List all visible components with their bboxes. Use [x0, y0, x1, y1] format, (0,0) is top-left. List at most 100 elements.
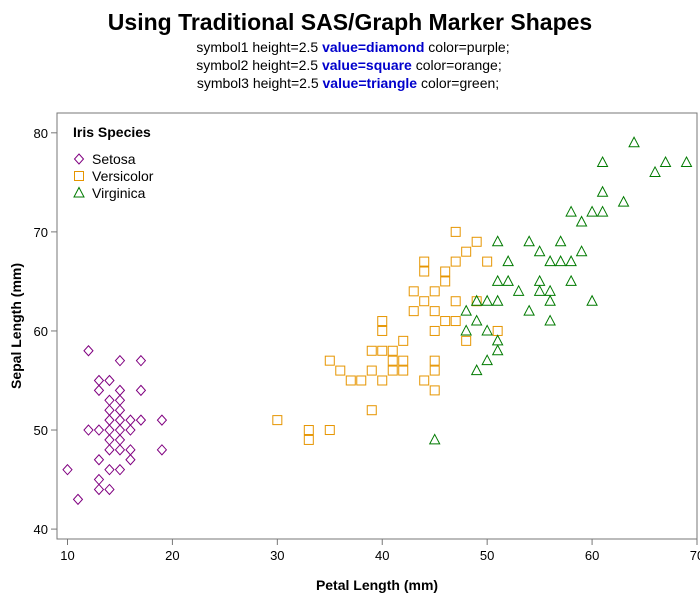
versicolor-point [450, 296, 461, 307]
virginica-point [491, 294, 504, 306]
virginica-point [575, 215, 588, 227]
virginica-point [565, 205, 577, 217]
versicolor-point [471, 236, 482, 247]
virginica-point [659, 155, 672, 168]
setosa-point [114, 404, 126, 416]
virginica-point [512, 284, 525, 296]
legend-label-setosa: Setosa [92, 151, 136, 167]
setosa-point [104, 394, 115, 407]
versicolor-point [366, 345, 377, 356]
versicolor-point [324, 425, 335, 436]
setosa-point [114, 463, 126, 476]
versicolor-point [419, 296, 430, 307]
versicolor-point [408, 286, 419, 297]
setosa-point [125, 453, 136, 466]
setosa-point [125, 414, 136, 426]
virginica-point [481, 354, 493, 366]
virginica-point [491, 274, 504, 286]
x-tick-label: 50 [480, 548, 494, 563]
setosa-point [104, 374, 115, 387]
virginica-point [460, 304, 473, 316]
versicolor-point [335, 365, 346, 376]
setosa-point [104, 434, 115, 446]
virginica-point [481, 324, 493, 336]
setosa-point [114, 424, 126, 436]
versicolor-point [461, 246, 472, 257]
setosa-point [93, 473, 105, 486]
versicolor-point [303, 434, 314, 445]
versicolor-point [377, 375, 388, 386]
virginica-point [565, 274, 577, 286]
setosa-point [135, 384, 147, 397]
setosa-point [72, 493, 84, 506]
versicolor-point [429, 306, 440, 317]
versicolor-point [492, 325, 503, 336]
x-tick-label: 30 [270, 548, 284, 563]
setosa-point [104, 463, 115, 476]
setosa-point [156, 414, 168, 426]
data-markers [62, 136, 693, 506]
versicolor-point [440, 276, 451, 287]
setosa-point [135, 354, 147, 367]
virginica-point [544, 314, 556, 326]
virginica-point [554, 255, 567, 267]
symbol-line-1: symbol1 height=2.5 value=diamond color=p… [196, 39, 509, 55]
symbol-line-3: symbol3 height=2.5 value=triangle color=… [197, 75, 499, 91]
virginica-point [470, 294, 483, 306]
setosa-point [114, 384, 126, 397]
setosa-point [93, 384, 105, 397]
versicolor-point [440, 266, 451, 277]
virginica-point [481, 294, 493, 306]
versicolor-point [366, 405, 377, 416]
versicolor-point [377, 345, 388, 356]
versicolor-point [377, 325, 388, 336]
virginica-point [649, 165, 661, 177]
versicolor-point [429, 325, 440, 336]
versicolor-point [324, 355, 335, 366]
setosa-point [83, 424, 94, 436]
legend-title: Iris Species [73, 124, 151, 140]
virginica-point [565, 255, 577, 267]
setosa-point [114, 444, 126, 456]
virginica-point [502, 274, 514, 286]
legend-label-versicolor: Versicolor [92, 168, 154, 184]
virginica-point [523, 235, 535, 247]
versicolor-point [408, 306, 419, 317]
virginica-point [491, 334, 504, 346]
setosa-point [156, 444, 168, 456]
x-tick-label: 20 [165, 548, 179, 563]
setosa-point [104, 414, 115, 426]
legend-label-virginica: Virginica [92, 185, 146, 201]
versicolor-point [482, 256, 493, 267]
virginica-point [428, 433, 441, 445]
setosa-point [114, 414, 126, 426]
x-tick-label: 40 [375, 548, 389, 563]
symbol-line-2: symbol2 height=2.5 value=square color=or… [196, 57, 502, 73]
x-tick-label: 60 [585, 548, 599, 563]
setosa-point [104, 404, 115, 416]
setosa-point [114, 354, 126, 367]
versicolor-point [450, 256, 461, 267]
setosa-point [114, 434, 126, 446]
y-tick-label: 60 [34, 324, 48, 339]
versicolor-point [366, 365, 377, 376]
virginica-point [533, 284, 546, 296]
y-tick-label: 50 [34, 423, 48, 438]
versicolor-point [450, 226, 461, 237]
versicolor-point [387, 345, 398, 356]
y-axis: 40 50 60 70 80 [34, 126, 57, 537]
versicolor-point [345, 375, 356, 386]
virginica-point [544, 284, 556, 296]
versicolor-point [429, 355, 440, 366]
virginica-point [491, 344, 504, 356]
y-tick-label: 40 [34, 522, 48, 537]
virginica-point [586, 205, 598, 217]
setosa-point [93, 483, 105, 496]
versicolor-point [419, 375, 430, 386]
versicolor-point [450, 316, 461, 327]
versicolor-point [356, 375, 367, 386]
setosa-point [93, 424, 105, 436]
versicolor-point [429, 365, 440, 376]
